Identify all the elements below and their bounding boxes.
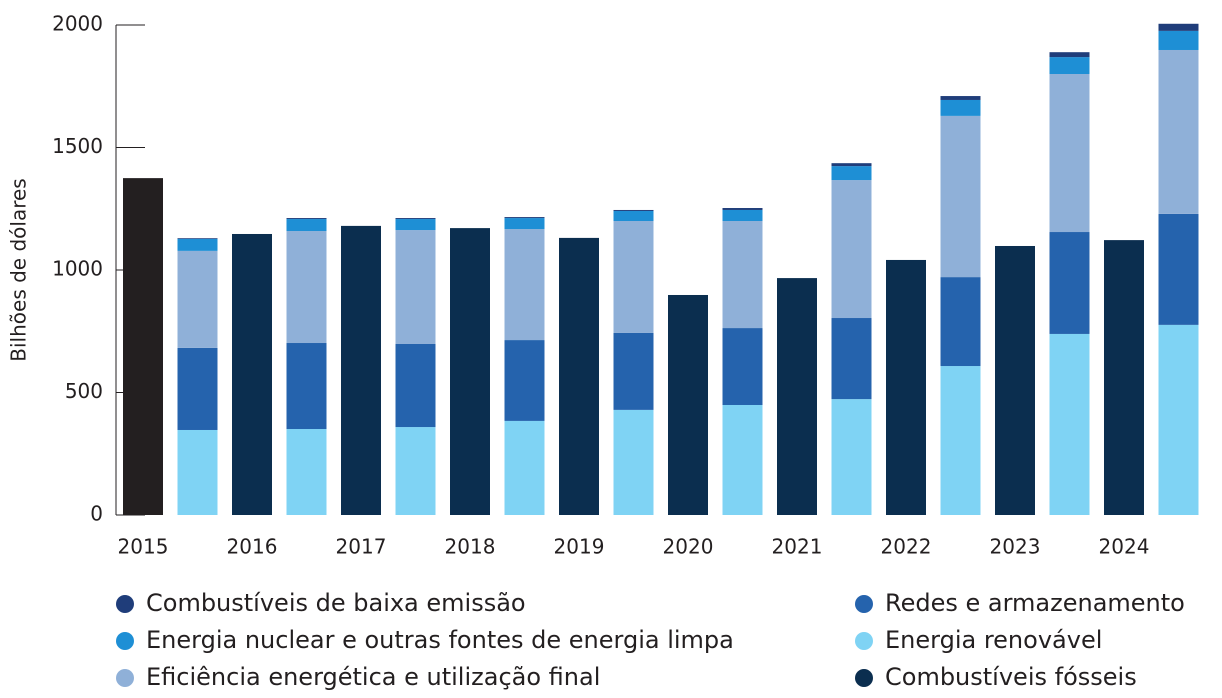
bar-segment: [395, 218, 436, 220]
bar-segment: [177, 250, 218, 348]
legend-swatch: [116, 632, 134, 650]
y-tick-label: 0: [90, 502, 103, 526]
bar-segment: [831, 399, 872, 515]
x-tick-label: 2016: [227, 535, 278, 559]
bar-segment: [450, 228, 490, 516]
legend-swatch: [116, 669, 134, 687]
bar-segment: [1049, 232, 1090, 334]
bar-segment: [722, 209, 763, 221]
bar-segment: [940, 115, 981, 278]
x-tick-label: 2022: [881, 535, 932, 559]
bar-segment: [668, 294, 708, 515]
bar-segment: [831, 318, 872, 400]
x-tick-label: 2023: [990, 535, 1041, 559]
bar-segment: [286, 219, 327, 232]
bar-segment: [504, 217, 545, 219]
bar-segment: [395, 230, 436, 344]
bar-segment: [177, 429, 218, 515]
bar-segment: [613, 209, 654, 211]
bar-segment: [286, 218, 327, 220]
y-tick-label: 500: [65, 379, 103, 403]
bar-segment: [613, 409, 654, 515]
legend-swatch: [855, 669, 873, 687]
bar-segment: [341, 225, 381, 515]
bar-segment: [177, 238, 218, 251]
bar-segment: [559, 237, 599, 515]
y-axis-label: Bilhões de dólares: [7, 178, 31, 361]
bar-segment: [1158, 213, 1199, 325]
bar-segment: [1158, 23, 1199, 31]
bar-segment: [613, 332, 654, 410]
bar-segment: [722, 221, 763, 329]
bar-segment: [504, 218, 545, 230]
bar-segment: [722, 328, 763, 405]
bar-segment: [940, 366, 981, 515]
y-tick-label: 2000: [52, 12, 103, 36]
bar-segment: [395, 427, 436, 515]
bar-segment: [395, 343, 436, 428]
bar-segment: [1158, 49, 1199, 214]
bar-segment: [1158, 324, 1199, 515]
bar-segment: [1049, 57, 1090, 74]
bar-segment: [1049, 52, 1090, 58]
legend-swatch: [116, 595, 134, 613]
bar-segment: [940, 277, 981, 367]
y-tick-label: 1000: [52, 257, 103, 281]
bar-segment: [504, 340, 545, 421]
legend-label: Combustíveis de baixa emissão: [146, 589, 526, 617]
bar-segment: [395, 219, 436, 231]
bar-segment: [831, 166, 872, 181]
x-tick-label: 2020: [663, 535, 714, 559]
bar-segment: [613, 210, 654, 221]
bar-segment: [722, 208, 763, 210]
x-tick-label: 2017: [336, 535, 387, 559]
bar-segment: [232, 233, 272, 516]
bar-segment: [1104, 240, 1144, 516]
legend-label: Combustíveis fósseis: [885, 663, 1137, 691]
bar-segment: [286, 429, 327, 515]
legend-label: Eficiência energética e utilização final: [146, 663, 600, 691]
bar-segment: [504, 229, 545, 341]
x-tick-label: 2015: [118, 535, 169, 559]
bar-segment: [1158, 30, 1199, 50]
bar-segment: [613, 221, 654, 333]
bar-segment: [123, 178, 163, 515]
bar-segment: [177, 238, 218, 239]
bar-segment: [286, 231, 327, 344]
legend-swatch: [855, 632, 873, 650]
legend-label: Energia nuclear e outras fontes de energ…: [146, 626, 734, 654]
bar-segment: [286, 343, 327, 430]
bar-segment: [886, 259, 926, 515]
x-tick-label: 2021: [772, 535, 823, 559]
x-tick-label: 2019: [554, 535, 605, 559]
bar-segment: [1049, 333, 1090, 515]
bar-segment: [177, 347, 218, 430]
bar-segment: [940, 96, 981, 100]
bar-segment: [831, 180, 872, 319]
bar-segment: [995, 245, 1035, 516]
legend-label: Energia renovável: [885, 626, 1102, 654]
bar-segment: [940, 99, 981, 116]
legend-swatch: [855, 595, 873, 613]
bar-segment: [1049, 74, 1090, 233]
legend-label: Redes e armazenamento: [885, 589, 1185, 617]
y-tick-label: 1500: [52, 134, 103, 158]
bar-segment: [777, 278, 817, 515]
bar-segment: [831, 163, 872, 167]
x-tick-label: 2018: [445, 535, 496, 559]
x-tick-label: 2024: [1099, 535, 1150, 559]
bar-segment: [722, 404, 763, 515]
bar-segment: [504, 420, 545, 515]
